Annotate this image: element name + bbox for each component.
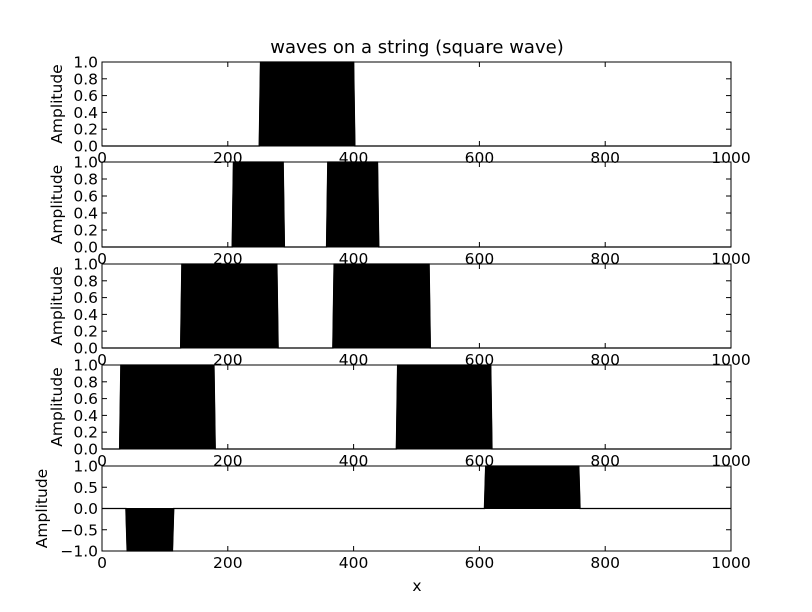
y-tick-label: 0.2 [73,323,98,341]
y-tick-label: 0.6 [73,188,98,206]
y-tick-label: 0.0 [73,441,98,459]
y-tick-label: 0.8 [73,171,98,189]
y-tick-label: 0.0 [73,239,98,257]
y-tick-label: 0.0 [73,138,98,156]
y-tick-label: 0.6 [73,390,98,408]
x-tick-label: 600 [465,554,495,572]
y-tick-label: 0.2 [73,424,98,442]
y-axis-label: Amplitude [48,367,66,446]
y-tick-label: 0.5 [73,479,98,497]
y-tick-label: 0.6 [73,87,98,105]
y-tick-label: 1.0 [73,54,98,72]
subplot-4: 0 200 400 600 800 10000.00.20.40.60.81.0Ampli… [48,357,751,471]
y-tick-label: 0.4 [73,407,98,425]
x-tick-label: 0 [97,250,107,268]
wave-line [102,465,731,552]
axes-frame [101,61,732,147]
y-tick-label: 0.6 [73,289,98,307]
subplot-2: 0 200 400 600 800 10000.00.20.40.60.81.0Ampli… [48,154,751,269]
y-tick-label: 1.0 [73,256,98,274]
x-tick-label: 0 [97,554,107,572]
y-tick-label: 0.4 [73,205,98,223]
y-tick-label: 0.8 [73,373,98,391]
axes-frame [101,364,732,450]
y-tick-label: 0.4 [73,104,98,122]
wave-fill [102,364,731,450]
wave-line [102,161,731,248]
x-tick-label: 400 [339,554,369,572]
subplot-stack: 0 200 400 600 800 10000.00.20.40.60.81.0Ampli… [33,54,751,573]
y-tick-label: 0.2 [73,222,98,240]
axes-frame [101,161,732,248]
x-tick-label: 0 [97,452,107,470]
subplot-3: 0 200 400 600 800 10000.00.20.40.60.81.0Ampli… [48,256,751,370]
y-tick-label: 0.0 [73,340,98,358]
y-axis-label: Amplitude [48,165,66,244]
subplot-1: 0 200 400 600 800 10000.00.20.40.60.81.0Ampli… [48,54,751,168]
y-tick-label: −1.0 [60,543,98,561]
wave-fill [102,263,731,349]
wave-fill [102,161,731,248]
y-tick-label: 1.0 [73,458,98,476]
x-tick-label: 1000 [711,554,750,572]
y-tick-label: 0.4 [73,306,98,324]
y-axis-label: Amplitude [33,469,51,548]
y-axis-label: Amplitude [48,266,66,345]
wave-fill [102,61,731,147]
x-tick-label: 200 [213,554,243,572]
x-tick-label: 0 [97,149,107,167]
wave-line [102,61,731,147]
x-tick-label: 800 [590,554,620,572]
y-tick-label: 1.0 [73,154,98,172]
y-tick-label: −0.5 [60,521,98,539]
y-tick-label: 1.0 [73,357,98,375]
y-tick-label: 0.8 [73,272,98,290]
y-tick-label: 0.2 [73,121,98,139]
y-tick-label: 0.0 [73,500,98,518]
y-axis-label: Amplitude [48,64,66,143]
x-tick-label: 0 [97,351,107,369]
axes-frame [101,263,732,349]
y-tick-label: 0.8 [73,70,98,88]
x-axis-label: x [412,577,421,595]
subplot-5: 0 200 400 600 800 1000 −1.0 −0.5 0.0 0.5 1.0 Amplit… [33,458,751,573]
chart-title: waves on a string (square wave) [270,37,563,58]
